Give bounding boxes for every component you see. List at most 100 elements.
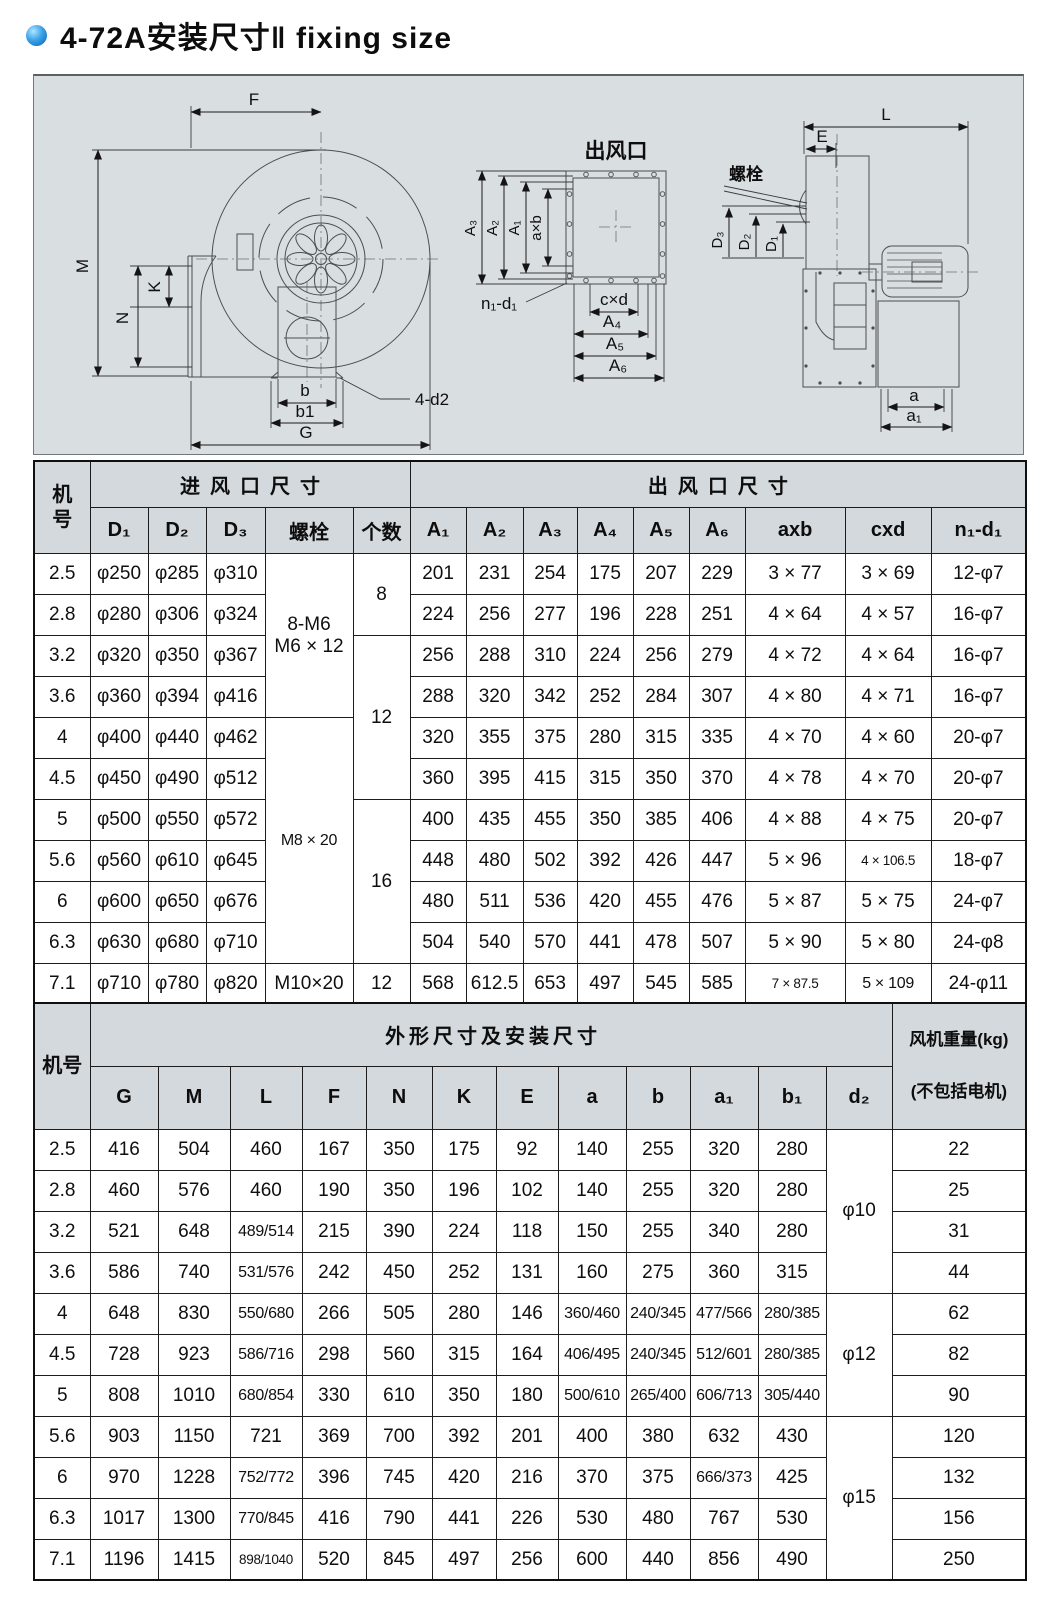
table-cell: φ572: [205, 799, 266, 841]
table-cell: 530: [557, 1497, 627, 1540]
table-cell: 201: [495, 1415, 559, 1458]
table-cell: 320: [689, 1128, 759, 1171]
column-header: A₆: [688, 507, 746, 554]
column-header: D₁: [89, 507, 149, 554]
table-cell: φ676: [205, 881, 266, 923]
table-cell: 280/385: [757, 1292, 827, 1335]
table-cell: 400: [557, 1415, 627, 1458]
table-cell: 4 × 88: [744, 799, 846, 841]
table-cell: 146: [495, 1292, 559, 1335]
table-row: 4 φ400 φ440 φ462 M8 × 20 320 355 375 280 315 335 4 …: [33, 717, 1027, 964]
table-cell: 395: [465, 758, 524, 800]
dim-label-e: E: [816, 127, 827, 146]
table-cell: φ280: [89, 594, 149, 636]
table-cell: 406: [688, 799, 746, 841]
table-cell: 196: [576, 594, 634, 636]
table-cell: 216: [495, 1456, 559, 1499]
group-header-row: 机号 外形尺寸及安装尺寸 风机重量(kg) (不包括电机): [33, 1002, 1027, 1130]
table-cell: 242: [301, 1251, 367, 1294]
dim-label-m: M: [73, 259, 92, 273]
row-label: 5: [33, 1374, 91, 1417]
column-header: N: [365, 1065, 433, 1130]
table-cell: 375: [625, 1456, 691, 1499]
table-cell: 335: [688, 717, 746, 759]
column-header-row: D₁ D₂ D₃ 螺栓 个数 A₁ A₂ A₃ A₄ A₅ A₆ axb cxd n₁-d₁: [34, 507, 1027, 554]
table-cell: 20-φ7: [930, 717, 1027, 759]
table-cell: 450: [365, 1251, 433, 1294]
row-label: 3.6: [33, 1251, 91, 1294]
table-cell: 512/601: [689, 1333, 759, 1376]
table-cell: 392: [431, 1415, 497, 1458]
column-header: E: [495, 1065, 559, 1130]
table-cell: 536: [522, 881, 578, 923]
table-cell: 255: [625, 1169, 691, 1212]
table-cell: 721: [229, 1415, 303, 1458]
table-cell: φ440: [147, 717, 207, 759]
table-cell: 435: [465, 799, 524, 841]
table-cell: 24-φ11: [930, 963, 1027, 1005]
table-cell: 531/576: [229, 1251, 303, 1294]
table-cell: 970: [89, 1456, 159, 1499]
table-cell: φ630: [89, 922, 149, 964]
table-row: 6 φ600 φ650 φ676 480 511 536 420 455 476 5 × 87 5 ×…: [33, 881, 1027, 923]
table-cell: 4 × 72: [744, 635, 846, 677]
table-cell: 16: [352, 799, 411, 964]
table-cell: 745: [365, 1456, 433, 1499]
row-label: 7.1: [33, 963, 91, 1005]
dim-label-a: a: [909, 386, 919, 405]
weight-header-line1: 风机重量(kg): [909, 1030, 1009, 1049]
table-cell: φ12: [825, 1292, 893, 1417]
table-cell: 1300: [157, 1497, 231, 1540]
table-cell: 5 × 90: [744, 922, 846, 964]
table-row: 7.1 φ710 φ780 φ820 M10×20 12 568 612.5 653 497 545…: [33, 963, 1027, 1005]
table-cell: 256: [632, 635, 690, 677]
column-header: M: [157, 1065, 231, 1130]
column-header: A₃: [522, 507, 578, 554]
table-cell: φ250: [89, 553, 149, 595]
group-header-dimensions: 外形尺寸及安装尺寸: [89, 1002, 893, 1067]
dim-label-a1: a₁: [906, 406, 921, 425]
table-cell: 22: [891, 1128, 1027, 1171]
table-cell: 255: [625, 1128, 691, 1171]
row-label: 3.2: [33, 635, 91, 677]
table-cell: 426: [632, 840, 690, 882]
table-cell: 150: [557, 1210, 627, 1253]
table-cell: φ15: [825, 1415, 893, 1581]
table-cell: φ610: [147, 840, 207, 882]
table-cell: 4 × 75: [844, 799, 932, 841]
row-label: 2.5: [33, 1128, 91, 1171]
table-cell: 767: [689, 1497, 759, 1540]
table-cell: 845: [365, 1538, 433, 1581]
title-bullet-icon: [26, 24, 47, 46]
table-cell: 266: [301, 1292, 367, 1335]
table-cell: 280: [757, 1210, 827, 1253]
diagram-panel: F M K N b b1 G 4-d2 出风口: [33, 74, 1024, 455]
dim-label-a4: A₄: [603, 312, 621, 331]
column-header: d₂: [825, 1065, 893, 1130]
table-cell: 44: [891, 1251, 1027, 1294]
table-row: 4 648 830 550/680 266 505 280 146 360/460 240/345…: [33, 1292, 1027, 1417]
table-cell: 350: [365, 1128, 433, 1171]
table-cell: 5 × 109: [844, 963, 932, 1005]
table-cell: 5 × 87: [744, 881, 846, 923]
table-cell: 190: [301, 1169, 367, 1212]
table-cell: 305/440: [757, 1374, 827, 1417]
table-cell: 224: [576, 635, 634, 677]
table-cell: 507: [688, 922, 746, 964]
table-cell: 20-φ7: [930, 758, 1027, 800]
table-cell: φ710: [89, 963, 149, 1005]
table-cell: 25: [891, 1169, 1027, 1212]
table-cell: 24-φ8: [930, 922, 1027, 964]
table-cell: φ645: [205, 840, 266, 882]
table-cell: 307: [688, 676, 746, 718]
column-header: a₁: [689, 1065, 759, 1130]
table-row: 2.5 416 504 460 167 350 175 92 140 255 320 280 φ10 22: [33, 1128, 1027, 1294]
table-cell: 568: [409, 963, 467, 1005]
table-cell: 648: [89, 1292, 159, 1335]
table-row: 4.5 728 923 586/716 298 560 315 164 406/495 240/3…: [33, 1333, 1027, 1376]
table-cell: φ310: [205, 553, 266, 595]
table-cell: 1010: [157, 1374, 231, 1417]
table-cell: φ350: [147, 635, 207, 677]
